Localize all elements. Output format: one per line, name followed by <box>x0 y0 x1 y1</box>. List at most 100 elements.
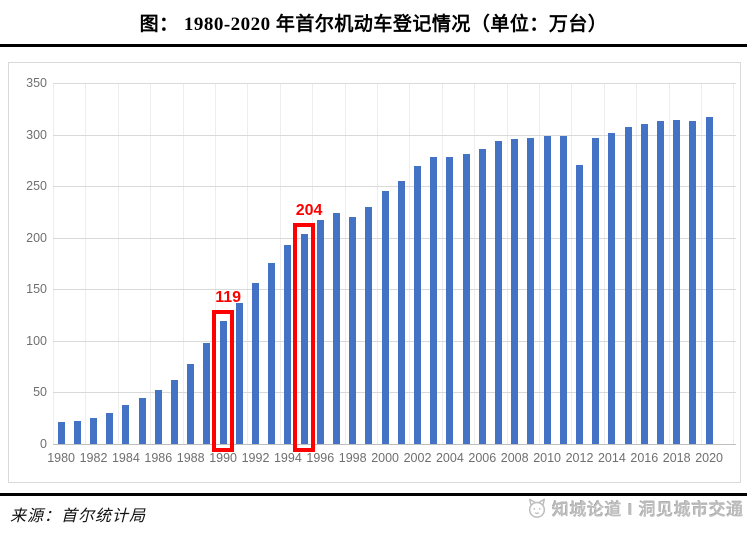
bar <box>543 135 551 444</box>
y-gridline <box>53 392 736 394</box>
y-gridline <box>53 237 736 239</box>
bar <box>203 342 211 444</box>
bar <box>705 117 713 444</box>
vertical-gridline <box>215 83 216 444</box>
x-tick-label: 2012 <box>565 451 594 465</box>
y-gridline <box>53 134 736 136</box>
y-tick-label: 0 <box>40 437 47 451</box>
vertical-gridline <box>247 83 249 444</box>
x-tick-label: 2006 <box>468 451 497 465</box>
vertical-gridline <box>150 83 152 444</box>
bar <box>365 206 373 444</box>
vertical-gridline <box>539 83 540 444</box>
x-tick-label: 2018 <box>662 451 691 465</box>
bar <box>316 220 324 444</box>
y-gridline <box>53 186 736 188</box>
bar <box>624 127 632 444</box>
bar <box>171 380 178 444</box>
bar <box>219 321 227 444</box>
bar <box>235 302 243 444</box>
bar <box>381 191 389 444</box>
bar <box>187 363 195 444</box>
x-tick-label: 2016 <box>630 451 659 465</box>
chart-panel: 0 50 100 150 200 250 300 350 1980 1982 1984 1986 198… <box>8 62 741 483</box>
x-tick-label: 2020 <box>695 451 723 465</box>
bar <box>462 154 470 444</box>
bar <box>252 283 259 444</box>
source-note: 来源：首尔统计局 <box>10 508 147 525</box>
vertical-gridline <box>53 83 54 444</box>
chart-title: 图： 1980-2020 年首尔机动车登记情况（单位：万台） <box>139 14 608 35</box>
bar <box>657 121 664 444</box>
annotation-box <box>212 310 235 452</box>
vertical-gridline <box>85 83 87 444</box>
bar <box>90 418 97 444</box>
x-tick-label: 1984 <box>111 451 140 465</box>
vertical-gridline <box>603 83 605 444</box>
bar <box>300 233 308 444</box>
y-tick-label: 50 <box>33 385 47 400</box>
bar <box>138 397 146 444</box>
bar <box>333 213 340 444</box>
bar <box>122 404 130 444</box>
vertical-gridline <box>377 83 378 444</box>
vertical-gridline <box>117 83 119 444</box>
bar <box>284 244 292 444</box>
vertical-gridline <box>409 83 411 444</box>
x-tick-label: 2014 <box>597 451 626 465</box>
vertical-gridline <box>636 83 638 444</box>
bar <box>57 422 65 444</box>
bar <box>414 165 421 444</box>
x-tick-label: 1998 <box>338 451 367 465</box>
vertical-gridline <box>506 83 508 444</box>
x-tick-label: 1986 <box>144 451 173 465</box>
y-gridline <box>53 289 736 291</box>
x-tick-label: 2000 <box>371 451 399 465</box>
bar <box>608 132 616 444</box>
vertical-gridline <box>733 83 735 444</box>
top-separator-rule <box>0 44 747 47</box>
x-tick-label: 1990 <box>209 451 237 465</box>
vertical-gridline <box>182 83 184 444</box>
x-tick-label: 1980 <box>47 451 75 465</box>
vertical-gridline <box>474 83 476 444</box>
vertical-gridline <box>668 83 670 444</box>
bar <box>495 140 502 444</box>
annotation-label: 204 <box>295 201 323 219</box>
annotation-label: 119 <box>215 289 241 307</box>
vertical-gridline <box>441 83 443 444</box>
x-tick-label: 2008 <box>500 451 529 465</box>
bar <box>576 164 583 444</box>
y-gridline <box>53 340 736 342</box>
watermark: 知城论道 I 洞见城市交通 <box>526 496 744 520</box>
cat-face-icon <box>529 498 546 518</box>
x-tick-label: 2004 <box>435 451 464 465</box>
y-tick-label: 250 <box>26 179 47 194</box>
watermark-text: 知城论道 I 洞见城市交通 <box>552 501 744 519</box>
bar <box>592 137 600 444</box>
bar <box>430 157 438 444</box>
x-tick-label: 1992 <box>241 451 270 465</box>
vertical-gridline <box>344 83 346 444</box>
y-tick-label: 150 <box>26 282 47 297</box>
bar <box>397 181 405 444</box>
bar <box>106 413 114 444</box>
bar <box>478 149 486 444</box>
bar <box>527 137 535 444</box>
vertical-gridline <box>279 83 281 444</box>
bar <box>349 217 357 444</box>
x-tick-label: 1994 <box>273 451 302 465</box>
bar <box>689 121 697 444</box>
x-tick-label: 1982 <box>79 451 108 465</box>
bar <box>673 120 681 444</box>
y-tick-label: 350 <box>26 76 47 90</box>
x-tick-label: 2002 <box>403 451 432 465</box>
x-tick-label: 2010 <box>533 451 561 465</box>
bar <box>154 390 162 444</box>
bar <box>268 262 276 444</box>
x-tick-label: 1988 <box>176 451 205 465</box>
vertical-gridline <box>571 83 573 444</box>
bottom-separator-rule <box>0 493 747 496</box>
y-tick-label: 100 <box>26 333 47 348</box>
bar <box>511 138 519 444</box>
